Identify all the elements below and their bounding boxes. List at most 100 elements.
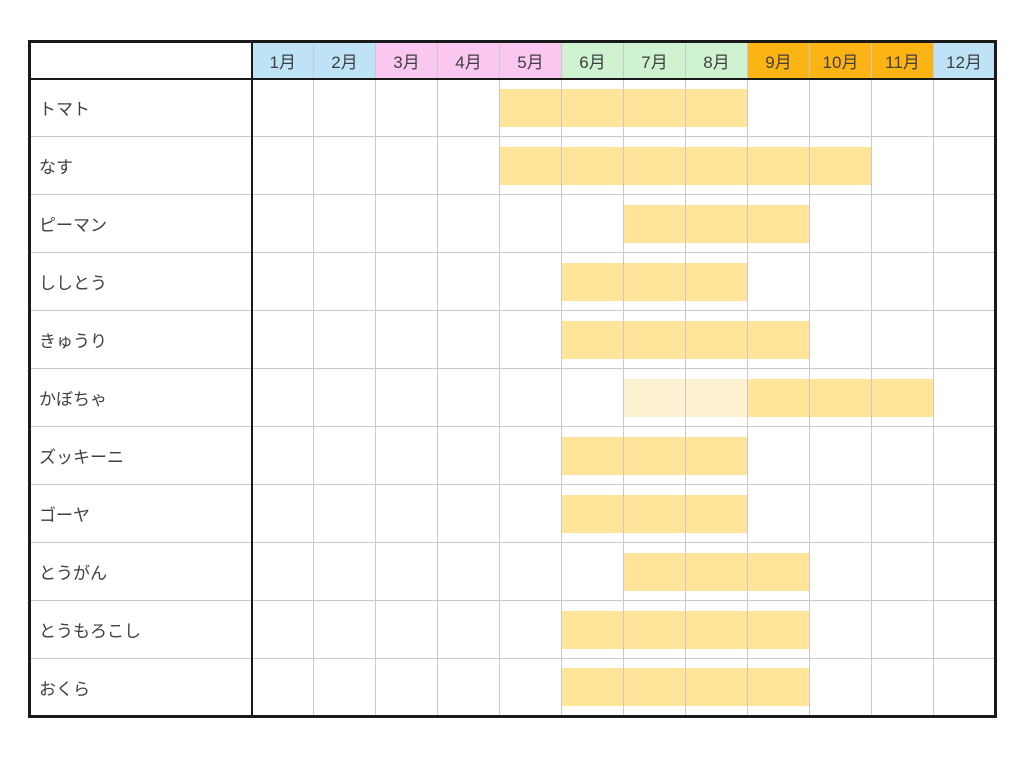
month-cell: [251, 658, 314, 717]
harvest-bar: [562, 668, 623, 706]
harvest-bar: [624, 610, 685, 649]
month-cell: [561, 194, 624, 253]
harvest-bar: [872, 378, 933, 417]
month-cell: [375, 252, 438, 311]
month-header: 11月: [871, 41, 934, 80]
harvest-bar: [562, 610, 623, 649]
corner-cell: [29, 41, 253, 80]
month-cell: [685, 542, 748, 601]
month-header: 3月: [375, 41, 438, 80]
month-cell: [809, 484, 872, 543]
harvest-bar: [686, 262, 747, 301]
month-cell: [437, 600, 500, 659]
month-cell: [375, 542, 438, 601]
month-cell: [499, 426, 562, 485]
month-cell: [623, 136, 686, 195]
month-cell: [313, 252, 376, 311]
vegetable-label: おくら: [29, 658, 253, 717]
month-cell: [933, 484, 996, 543]
month-header: 9月: [747, 41, 810, 80]
month-cell: [313, 426, 376, 485]
month-cell: [313, 78, 376, 137]
vegetable-label: きゅうり: [29, 310, 253, 369]
month-cell: [375, 310, 438, 369]
month-cell: [747, 368, 810, 427]
month-cell: [313, 600, 376, 659]
vegetable-label: なす: [29, 136, 253, 195]
month-cell: [251, 542, 314, 601]
month-cell: [809, 78, 872, 137]
harvest-bar: [748, 552, 809, 591]
harvest-bar: [686, 668, 747, 706]
month-cell: [375, 194, 438, 253]
month-cell: [809, 252, 872, 311]
vegetable-label: ゴーヤ: [29, 484, 253, 543]
month-cell: [871, 310, 934, 369]
harvest-bar: [748, 204, 809, 243]
month-cell: [933, 194, 996, 253]
harvest-bar: [624, 146, 685, 185]
vegetable-row: ししとう: [29, 252, 996, 311]
month-cell: [933, 368, 996, 427]
month-cell: [499, 484, 562, 543]
vegetable-label: ピーマン: [29, 194, 253, 253]
month-cell: [933, 310, 996, 369]
month-cell: [685, 78, 748, 137]
month-cell: [499, 252, 562, 311]
vegetable-row: おくら: [29, 658, 996, 717]
harvest-bar: [562, 262, 623, 301]
month-cell: [437, 78, 500, 137]
month-cell: [313, 194, 376, 253]
month-cell: [499, 542, 562, 601]
harvest-calendar-table: 1月 2月 3月 4月 5月 6月 7月 8月 9月 10月 11月 12月 トマト なす ピーマン ししと…: [28, 40, 997, 718]
harvest-bar: [624, 204, 685, 243]
vegetable-row: とうもろこし: [29, 600, 996, 659]
harvest-bar: [686, 494, 747, 533]
month-cell: [313, 310, 376, 369]
month-cell: [437, 194, 500, 253]
month-cell: [747, 600, 810, 659]
month-cell: [499, 658, 562, 717]
month-cell: [685, 484, 748, 543]
month-cell: [747, 426, 810, 485]
month-cell: [437, 310, 500, 369]
harvest-bar: [748, 610, 809, 649]
vegetable-row: ズッキーニ: [29, 426, 996, 485]
month-cell: [623, 252, 686, 311]
month-cell: [437, 368, 500, 427]
month-cell: [437, 426, 500, 485]
month-header: 6月: [561, 41, 624, 80]
month-cell: [375, 658, 438, 717]
month-cell: [933, 658, 996, 717]
month-cell: [251, 484, 314, 543]
month-cell: [437, 136, 500, 195]
month-cell: [499, 78, 562, 137]
month-cell: [313, 368, 376, 427]
vegetable-label: かぼちゃ: [29, 368, 253, 427]
harvest-bar: [624, 262, 685, 301]
harvest-bar: [562, 88, 623, 127]
harvest-bar: [748, 146, 809, 185]
month-cell: [499, 368, 562, 427]
harvest-bar: [624, 320, 685, 359]
harvest-bar: [686, 204, 747, 243]
month-header: 4月: [437, 41, 500, 80]
month-cell: [251, 194, 314, 253]
month-cell: [747, 252, 810, 311]
month-cell: [747, 484, 810, 543]
month-cell: [809, 310, 872, 369]
month-cell: [747, 542, 810, 601]
month-cell: [933, 78, 996, 137]
month-cell: [747, 658, 810, 717]
month-cell: [251, 600, 314, 659]
harvest-bar: [686, 436, 747, 475]
vegetable-row: かぼちゃ: [29, 368, 996, 427]
month-header: 12月: [933, 41, 996, 80]
month-cell: [313, 136, 376, 195]
month-cell: [685, 310, 748, 369]
month-cell: [251, 426, 314, 485]
harvest-bar: [810, 146, 871, 185]
month-cell: [561, 310, 624, 369]
harvest-bar: [562, 320, 623, 359]
harvest-bar: [624, 436, 685, 475]
